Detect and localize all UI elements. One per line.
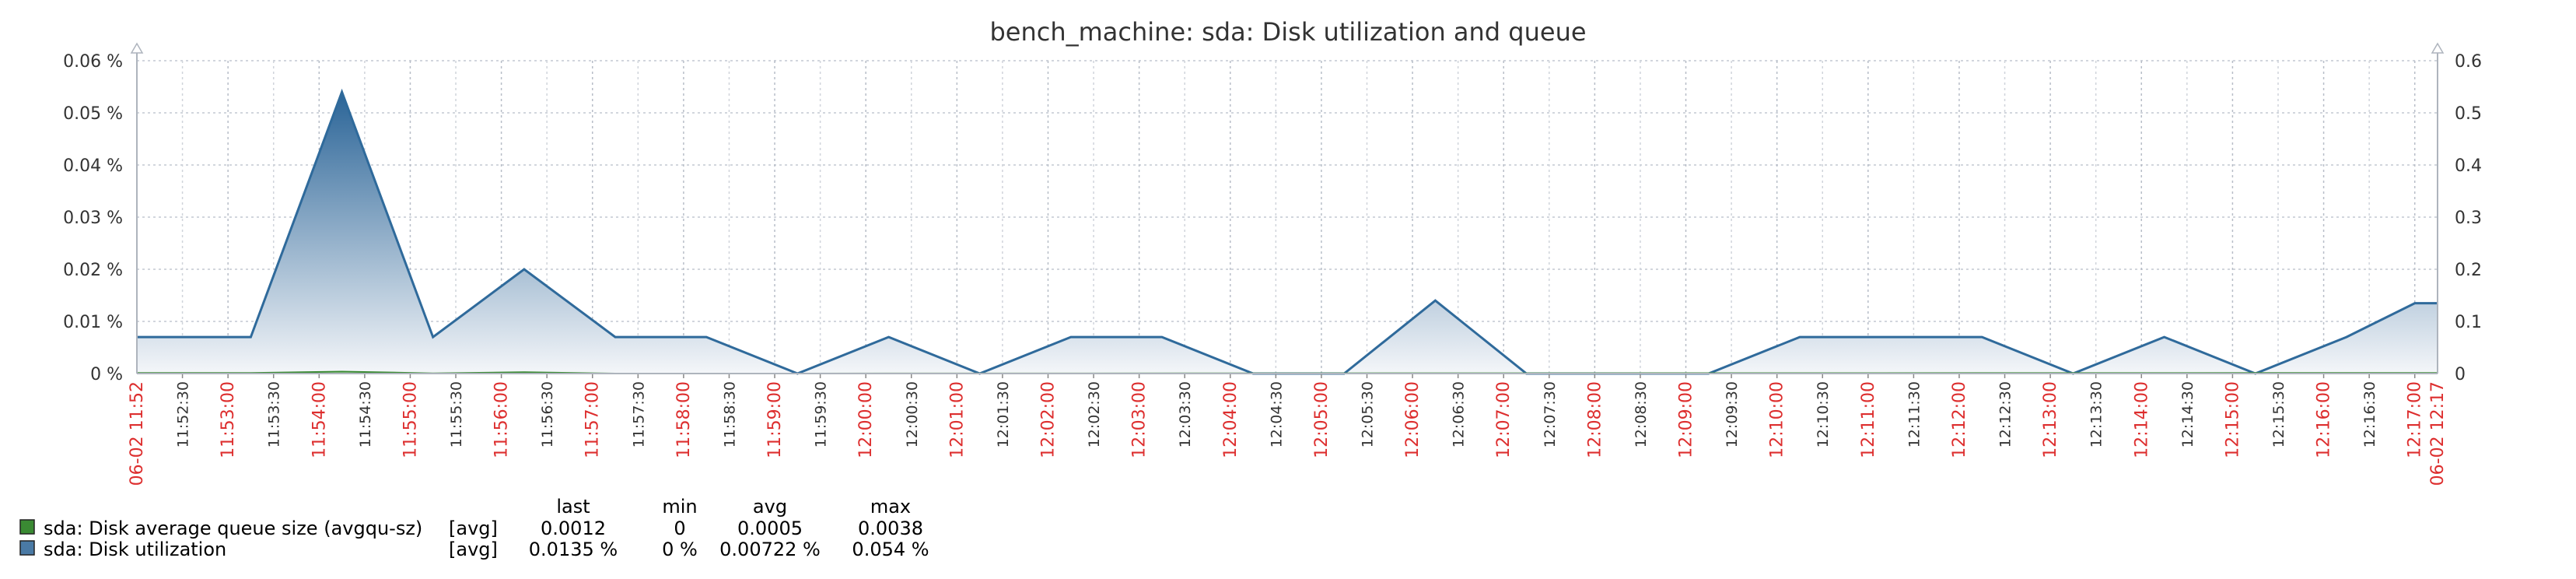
x-tick-label: 12:01:30 <box>995 381 1012 447</box>
y-right-tick-label: 0.4 <box>2455 156 2482 176</box>
x-tick-label: 12:14:00 <box>2132 381 2151 458</box>
x-tick-label: 11:58:00 <box>674 381 694 458</box>
y-right-tick-label: 0.6 <box>2455 52 2482 72</box>
y-axis-right: 0 0.1 0.2 0.3 0.4 0.5 0.6 <box>2455 52 2482 384</box>
x-tick-label: 12:10:30 <box>1815 381 1832 447</box>
x-tick-label: 12:15:30 <box>2270 381 2287 447</box>
x-tick-label: 12:16:30 <box>2361 381 2378 447</box>
y-left-tick-label: 0.06 % <box>63 52 123 72</box>
legend-swatch <box>19 519 35 535</box>
y-right-tick-label: 0 <box>2455 365 2466 384</box>
legend-value-max: 0.054 % <box>852 539 929 560</box>
y-right-tick-label: 0.1 <box>2455 313 2482 332</box>
legend-value-avg: 0.00722 % <box>719 539 821 560</box>
x-tick-label: 12:07:30 <box>1542 381 1559 447</box>
x-tick-label: 12:14:30 <box>2179 381 2196 447</box>
x-axis: 11:52:30 11:53:00 11:53:30 11:54:00 11:54:30… <box>128 381 2448 486</box>
legend-value-last: 0.0012 <box>541 518 606 539</box>
legend-header-avg: avg <box>753 496 787 518</box>
x-tick-label: 12:13:00 <box>2041 381 2060 458</box>
x-tick-label: 12:02:30 <box>1086 381 1103 447</box>
x-tick-label: 12:05:00 <box>1312 381 1332 458</box>
x-tick-label: 11:52:30 <box>175 381 192 447</box>
x-tick-label: 12:03:30 <box>1177 381 1194 447</box>
x-tick-label: 12:16:00 <box>2315 381 2334 458</box>
x-tick-label: 12:15:00 <box>2223 381 2242 458</box>
x-start-label: 06-02 11:52 <box>128 381 147 486</box>
x-tick-label: 12:11:00 <box>1859 381 1878 458</box>
legend-series-name: sda: Disk average queue size (avgqu-sz) <box>44 518 422 539</box>
x-tick-label: 11:54:30 <box>357 381 374 447</box>
legend-header-min: min <box>662 496 697 518</box>
x-tick-label: 11:56:30 <box>539 381 556 447</box>
x-tick-label: 12:04:00 <box>1221 381 1241 458</box>
legend-header-max: max <box>870 496 911 518</box>
x-tick-label: 12:00:00 <box>856 381 876 458</box>
legend-value-max: 0.0038 <box>858 518 923 539</box>
x-tick-label: 12:06:00 <box>1403 381 1423 458</box>
y-left-axis-arrow <box>130 42 144 54</box>
x-tick-label: 12:07:00 <box>1494 381 1514 458</box>
y-left-tick-label: 0.01 % <box>63 313 123 332</box>
x-tick-label: 12:11:30 <box>1906 381 1923 447</box>
x-tick-label: 12:06:30 <box>1451 381 1468 447</box>
x-tick-label: 12:01:00 <box>947 381 967 458</box>
y-left-tick-label: 0.02 % <box>63 261 123 280</box>
x-tick-label: 12:13:30 <box>2088 381 2105 447</box>
x-tick-label: 12:00:30 <box>904 381 921 447</box>
x-tick-label: 11:56:00 <box>492 381 512 458</box>
x-tick-label: 12:17:00 <box>2406 381 2425 458</box>
legend-value-last: 0.0135 % <box>529 539 618 560</box>
y-left-tick-label: 0.05 % <box>63 104 123 124</box>
x-tick-label: 12:04:30 <box>1268 381 1285 447</box>
x-tick-label: 11:58:30 <box>721 381 738 447</box>
x-tick-label: 11:54:00 <box>310 381 329 458</box>
x-tick-label: 12:09:00 <box>1677 381 1696 458</box>
y-axis-left: 0 % 0.01 % 0.02 % 0.03 % 0.04 % 0.05 % 0.06 % <box>63 52 123 384</box>
x-tick-label: 11:57:00 <box>583 381 603 458</box>
x-tick-label: 11:55:00 <box>401 381 420 458</box>
legend-value-avg: 0.0005 <box>737 518 803 539</box>
chart-title: bench_machine: sda: Disk utilization and… <box>989 17 1586 47</box>
y-right-tick-label: 0.3 <box>2455 209 2482 228</box>
legend-function: [avg] <box>449 518 498 539</box>
legend-series-name: sda: Disk utilization <box>44 539 226 560</box>
y-left-tick-label: 0.04 % <box>63 156 123 176</box>
x-tick-label: 11:59:00 <box>765 381 785 458</box>
x-tick-label: 12:05:30 <box>1360 381 1377 447</box>
series-area-utilization <box>137 92 2438 374</box>
y-right-axis-arrow <box>2431 42 2445 54</box>
x-tick-label: 11:53:00 <box>219 381 238 458</box>
legend-swatch <box>19 540 35 556</box>
x-tick-label: 11:53:30 <box>266 381 283 447</box>
y-left-tick-label: 0.03 % <box>63 209 123 228</box>
y-left-tick-label: 0 % <box>90 365 123 384</box>
y-right-tick-label: 0.5 <box>2455 104 2482 124</box>
x-tick-label: 12:10:00 <box>1768 381 1787 458</box>
legend-header-last: last <box>556 496 590 518</box>
x-tick-label: 12:08:00 <box>1585 381 1605 458</box>
x-end-label: 06-02 12:17 <box>2428 381 2448 486</box>
legend: last min avg max sda: Disk average queue siz… <box>19 496 929 560</box>
x-tick-label: 12:08:30 <box>1633 381 1650 447</box>
axes <box>130 42 2445 378</box>
legend-value-min: 0 <box>674 518 685 539</box>
x-tick-label: 12:12:30 <box>1997 381 2014 447</box>
x-tick-label: 11:55:30 <box>448 381 465 447</box>
x-tick-label: 12:12:00 <box>1950 381 1969 458</box>
x-tick-label: 12:09:30 <box>1724 381 1741 447</box>
x-tick-label: 12:02:00 <box>1038 381 1058 458</box>
x-tick-label: 11:59:30 <box>813 381 830 447</box>
legend-value-min: 0 % <box>662 539 698 560</box>
y-right-tick-label: 0.2 <box>2455 261 2482 280</box>
legend-function: [avg] <box>449 539 498 560</box>
x-tick-label: 11:57:30 <box>630 381 647 447</box>
x-tick-label: 12:03:00 <box>1130 381 1150 458</box>
